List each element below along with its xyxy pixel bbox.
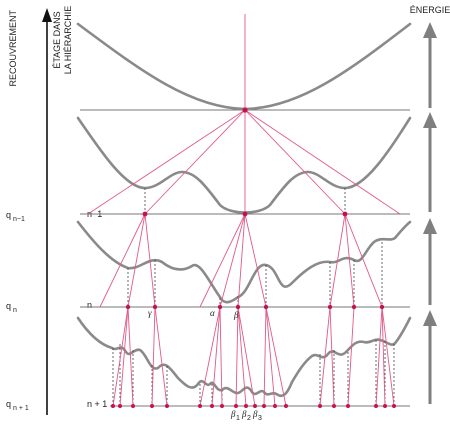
node-l3-3	[131, 404, 135, 408]
curve-level-0	[76, 22, 412, 111]
svg-text:n−1: n−1	[13, 216, 25, 223]
node-l1-3	[342, 211, 348, 217]
node-top	[242, 107, 248, 113]
node-l3-14	[284, 404, 288, 408]
svg-text:β: β	[252, 409, 258, 419]
curve-level-3	[76, 316, 412, 398]
svg-text:n: n	[13, 307, 17, 314]
node-l3-2	[118, 404, 122, 408]
fan-lines	[87, 14, 401, 407]
node-l1-1	[142, 211, 148, 217]
hierarchy-axis-title-2: LA HIÉRARCHIE	[63, 6, 73, 75]
label-beta3: β 3	[252, 409, 262, 422]
node-l2-6	[327, 304, 333, 310]
node-l3-20	[392, 404, 396, 408]
q-label-n-plus-1: q n + 1	[6, 399, 29, 412]
svg-text:β: β	[241, 409, 247, 419]
energy-axis-title: ÉNERGIE	[410, 5, 450, 15]
node-l2-1	[125, 304, 131, 310]
node-l3-9	[234, 404, 238, 408]
curve-level-2	[76, 220, 412, 304]
svg-text:q: q	[6, 210, 11, 220]
energy-arrow-3	[423, 218, 437, 305]
dashed-guides	[112, 188, 395, 406]
svg-text:q: q	[6, 301, 11, 311]
node-l3-1	[111, 404, 115, 408]
svg-text:2: 2	[247, 415, 251, 422]
node-l2-3	[217, 304, 223, 310]
energy-arrows	[423, 22, 437, 404]
node-l3-16	[332, 404, 336, 408]
node-l3-17	[346, 404, 350, 408]
node-l2-2	[152, 304, 158, 310]
node-l2-8	[379, 304, 385, 310]
svg-text:β: β	[230, 409, 236, 419]
node-l3-19	[383, 404, 387, 408]
node-l1-2	[242, 211, 248, 217]
q-label-n: q n	[6, 301, 17, 314]
level-label-n-plus-1: n + 1	[87, 399, 107, 409]
energy-arrow-2	[423, 112, 437, 212]
label-beta2: β 2	[241, 409, 251, 422]
node-l2-7	[351, 304, 357, 310]
q-label-n-minus-1: q n−1	[6, 210, 25, 223]
node-l3-6	[198, 404, 202, 408]
node-l3-4	[150, 404, 154, 408]
node-l3-8	[220, 404, 224, 408]
svg-text:q: q	[6, 399, 11, 409]
node-l3-12	[262, 404, 266, 408]
energy-arrow-4	[423, 310, 437, 404]
node-l3-13	[273, 404, 277, 408]
node-l3-10	[244, 404, 248, 408]
node-l3-15	[318, 404, 322, 408]
node-l3-11	[253, 404, 257, 408]
svg-text:1: 1	[236, 415, 240, 422]
node-l3-5	[165, 404, 169, 408]
overlap-axis-arrowhead	[42, 8, 52, 22]
label-gamma: γ	[148, 308, 152, 318]
label-beta1: β 1	[230, 409, 240, 422]
curve-level-1	[76, 116, 412, 214]
node-l2-4	[235, 304, 241, 310]
level-label-n: n	[87, 300, 92, 310]
svg-text:n + 1: n + 1	[13, 405, 29, 412]
label-alpha: α	[210, 308, 215, 318]
node-l2-5	[263, 304, 269, 310]
energy-arrow-1	[423, 22, 437, 108]
overlap-axis-title: RECOUVREMENT	[8, 10, 18, 87]
node-l3-18	[374, 404, 378, 408]
label-beta: β	[233, 310, 239, 320]
node-l3-7	[210, 404, 214, 408]
svg-text:3: 3	[258, 415, 262, 422]
hierarchy-axis-title-1: ÉTAGE DANS	[52, 11, 62, 68]
nodes	[111, 107, 396, 408]
